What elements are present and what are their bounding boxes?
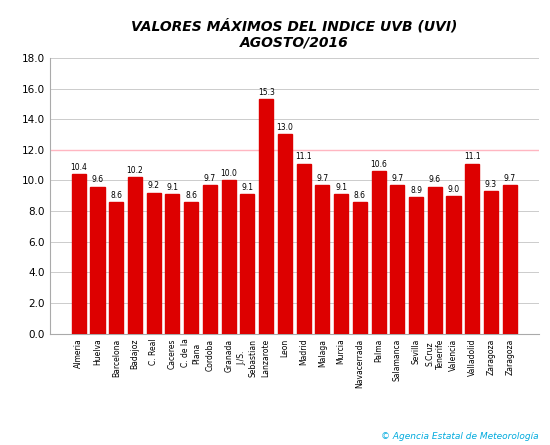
Bar (72, 174, 86, 334)
Text: 9.1: 9.1 (335, 183, 347, 192)
Text: 9.7: 9.7 (391, 174, 403, 183)
Bar (334, 194, 348, 334)
Text: 8.6: 8.6 (110, 190, 122, 200)
Bar (222, 181, 236, 334)
Text: © Agencia Estatal de Meteorología: © Agencia Estatal de Meteorología (381, 432, 539, 441)
Bar (147, 193, 161, 334)
Bar (109, 202, 123, 334)
Text: 10.4: 10.4 (70, 163, 87, 172)
Bar (447, 196, 460, 334)
Text: 9.1: 9.1 (241, 183, 254, 192)
Text: 8.9: 8.9 (410, 186, 422, 195)
Text: 11.1: 11.1 (464, 152, 481, 161)
Bar (390, 185, 404, 334)
Bar (353, 202, 367, 334)
Bar (278, 134, 292, 334)
Text: 11.1: 11.1 (295, 152, 312, 161)
Bar (166, 194, 179, 334)
Text: 8.6: 8.6 (354, 190, 366, 200)
Bar (428, 186, 442, 334)
Text: 10.0: 10.0 (220, 169, 237, 178)
Text: 13.0: 13.0 (277, 123, 293, 132)
Title: VALORES MÁXIMOS DEL INDICE UVB (UVI)
AGOSTO/2016: VALORES MÁXIMOS DEL INDICE UVB (UVI) AGO… (131, 19, 458, 50)
Text: 10.2: 10.2 (126, 166, 144, 175)
Bar (203, 185, 217, 334)
Bar (184, 202, 198, 334)
Text: 9.7: 9.7 (504, 174, 516, 183)
Bar (465, 164, 479, 334)
Bar (484, 191, 498, 334)
Bar (240, 194, 255, 334)
Text: 9.0: 9.0 (448, 185, 460, 194)
Text: 9.1: 9.1 (167, 183, 178, 192)
Text: 15.3: 15.3 (258, 88, 274, 97)
Bar (372, 171, 386, 334)
Bar (91, 186, 104, 334)
Bar (128, 178, 142, 334)
Text: 10.6: 10.6 (370, 160, 387, 169)
Bar (259, 99, 273, 334)
Bar (409, 197, 423, 334)
Bar (315, 185, 329, 334)
Text: 9.7: 9.7 (204, 174, 216, 183)
Text: 8.6: 8.6 (185, 190, 197, 200)
Text: 9.3: 9.3 (485, 180, 497, 189)
Bar (296, 164, 311, 334)
Text: 9.2: 9.2 (148, 182, 160, 190)
Text: 9.7: 9.7 (316, 174, 328, 183)
Bar (503, 185, 517, 334)
Text: 9.6: 9.6 (91, 175, 103, 184)
Text: 9.6: 9.6 (428, 175, 441, 184)
